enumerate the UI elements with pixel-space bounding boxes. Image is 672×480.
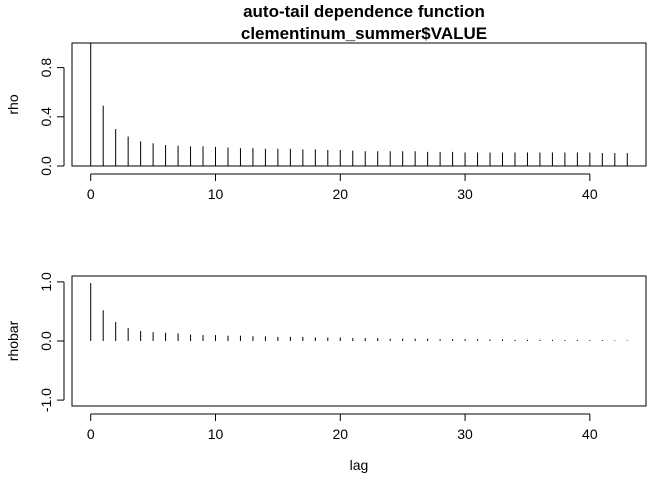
y-tick-label: 0.8: [38, 58, 54, 78]
x-tick-label: 30: [457, 186, 473, 202]
y-tick-label: 0.0: [38, 331, 54, 351]
x-tick-label: 20: [332, 426, 348, 442]
chart-title-line2: clementinum_summer$VALUE: [241, 24, 487, 43]
y-tick-label: 1.0: [38, 272, 54, 292]
panel-bottom-rhobar: 0 10 20 30 40 -1.0 0.0 1.0 rhobar lag: [5, 272, 647, 473]
plot-frame: [71, 42, 647, 167]
x-tick-label: 10: [208, 426, 224, 442]
x-tick-label: 0: [87, 426, 95, 442]
y-axis-label: rhobar: [5, 320, 21, 361]
x-axis-label: lag: [350, 457, 369, 473]
x-tick-label: 0: [87, 186, 95, 202]
plot-frame: [71, 275, 647, 407]
x-tick-label: 30: [457, 426, 473, 442]
chart-title-line1: auto-tail dependence function: [243, 2, 485, 21]
x-tick-label: 40: [582, 186, 598, 202]
y-tick-label: 0.0: [38, 156, 54, 176]
x-tick-label: 40: [582, 426, 598, 442]
y-tick-label: 0.4: [38, 107, 54, 127]
y-tick-label: -1.0: [38, 388, 54, 412]
panel-top-rho: 0 10 20 30 40 0.0 0.4 0.8 rho: [5, 42, 647, 202]
x-tick-label: 20: [332, 186, 348, 202]
y-axis-label: rho: [5, 94, 21, 114]
x-tick-label: 10: [208, 186, 224, 202]
